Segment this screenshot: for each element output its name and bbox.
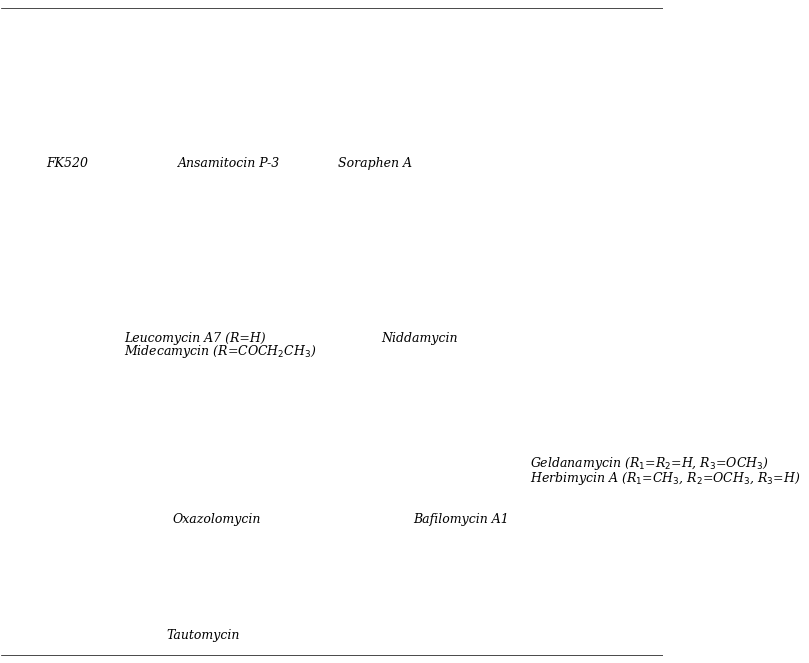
Text: Ansamitocin P-3: Ansamitocin P-3: [178, 156, 281, 170]
Text: Herbimycin A (R$_1$=CH$_3$, R$_2$=OCH$_3$, R$_3$=H): Herbimycin A (R$_1$=CH$_3$, R$_2$=OCH$_3…: [531, 469, 801, 487]
Text: Niddamycin: Niddamycin: [382, 332, 458, 345]
Text: Midecamycin (R=COCH$_2$CH$_3$): Midecamycin (R=COCH$_2$CH$_3$): [124, 343, 316, 360]
Text: Leucomycin A7 (R=H): Leucomycin A7 (R=H): [124, 332, 265, 345]
Text: Bafilomycin A1: Bafilomycin A1: [413, 513, 509, 526]
Text: FK520: FK520: [46, 156, 88, 170]
Text: Oxazolomycin: Oxazolomycin: [172, 513, 260, 526]
Text: Soraphen A: Soraphen A: [338, 156, 412, 170]
Text: Geldanamycin (R$_1$=R$_2$=H, R$_3$=OCH$_3$): Geldanamycin (R$_1$=R$_2$=H, R$_3$=OCH$_…: [531, 455, 769, 472]
Text: Tautomycin: Tautomycin: [167, 629, 239, 642]
